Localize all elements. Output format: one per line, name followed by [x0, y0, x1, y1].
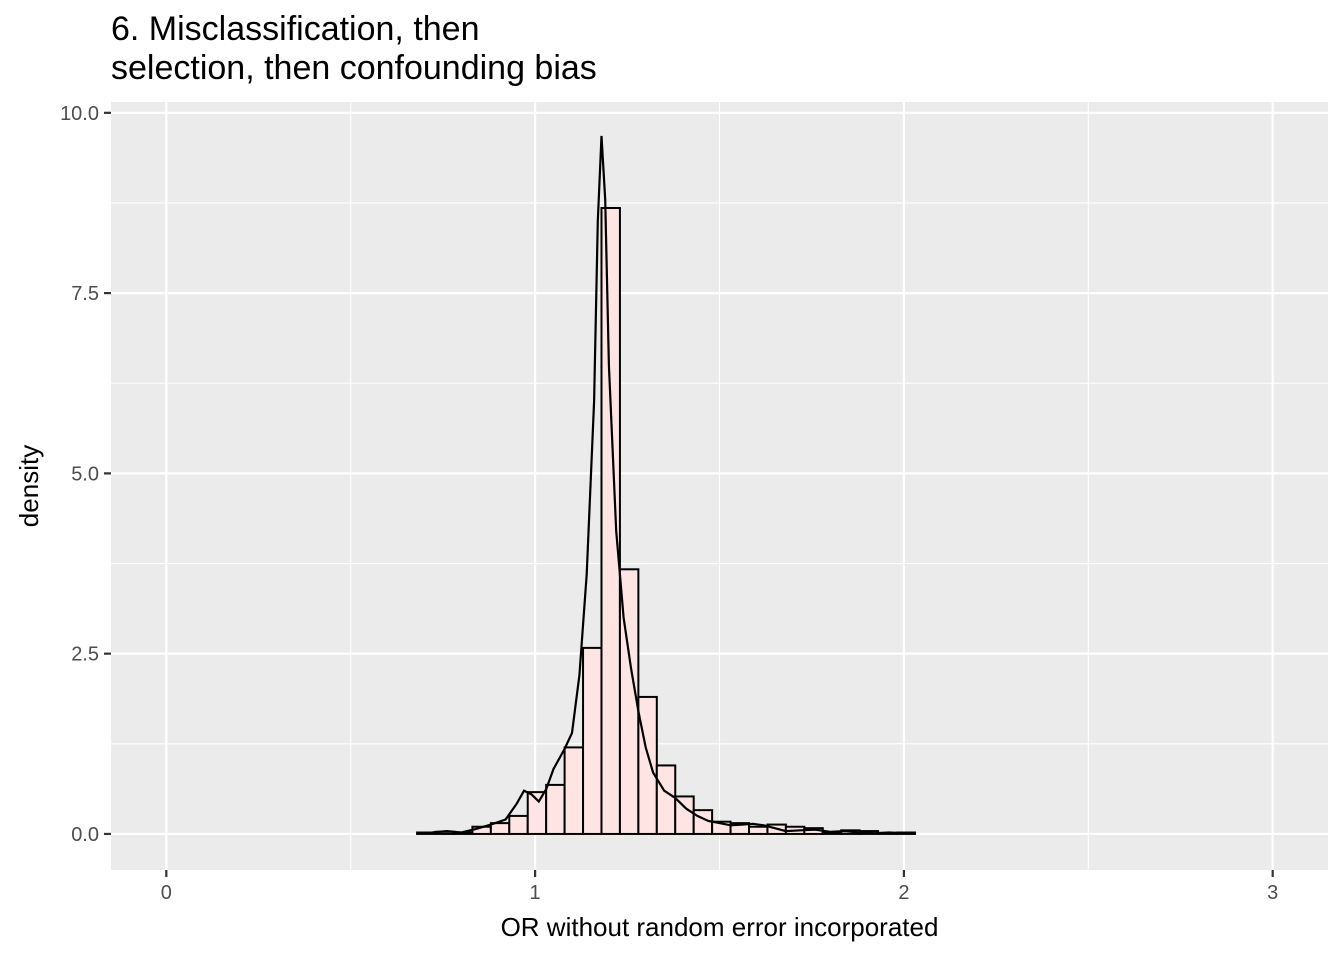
- histogram-bar: [582, 646, 603, 835]
- minor-gridlines: [111, 102, 1328, 870]
- y-tick-label: 7.5: [71, 283, 99, 305]
- chart-title-line-2: selection, then confounding bias: [111, 49, 597, 87]
- density-curve: [417, 135, 904, 835]
- chart-title: 6. Misclassification, then selection, th…: [111, 10, 597, 88]
- y-tick-label: 10.0: [60, 103, 99, 125]
- x-tick-label: 3: [1267, 882, 1278, 904]
- y-axis: 0.0 2.5 5.0 7.5 10.0: [60, 103, 111, 846]
- x-axis-title: OR without random error incorporated: [501, 912, 939, 942]
- x-axis: 0 1 2 3: [161, 870, 1278, 904]
- x-tick-label: 0: [161, 882, 172, 904]
- chart-title-line-1: 6. Misclassification, then: [111, 10, 480, 48]
- histogram-bar: [508, 814, 529, 835]
- y-tick-label: 0.0: [71, 824, 99, 846]
- histogram-bar: [637, 695, 658, 835]
- major-gridlines: [111, 102, 1328, 870]
- histogram-bar: [600, 207, 621, 835]
- histogram-bar: [545, 783, 566, 835]
- y-tick-label: 2.5: [71, 644, 99, 666]
- histogram-bar: [563, 746, 585, 835]
- x-tick-label: 1: [530, 882, 541, 904]
- x-tick-label: 2: [898, 882, 909, 904]
- y-axis-title: density: [14, 445, 44, 527]
- histogram-bar: [748, 825, 769, 835]
- histogram-bar: [655, 764, 677, 835]
- y-tick-label: 5.0: [71, 463, 99, 485]
